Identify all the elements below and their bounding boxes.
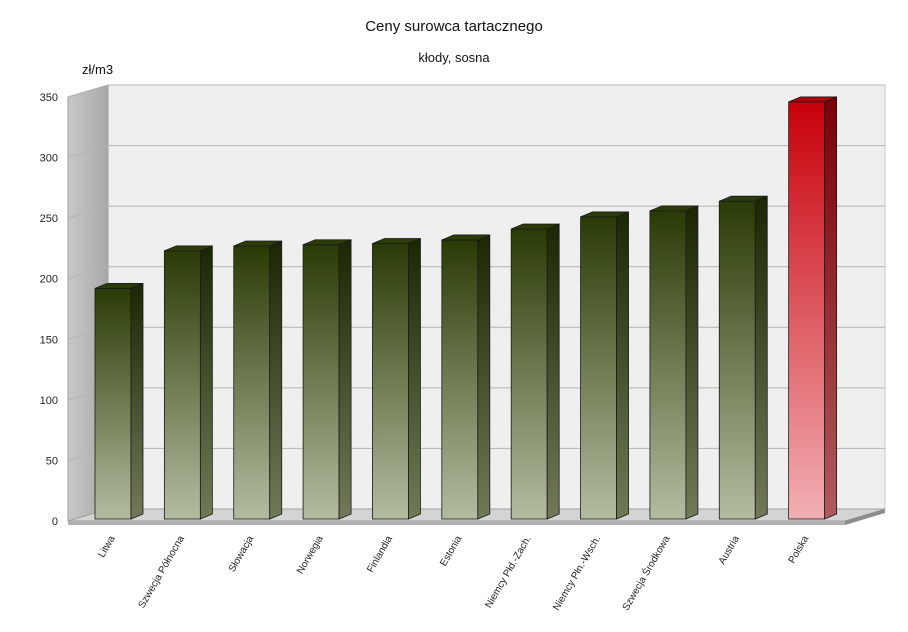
floor-edge: [68, 521, 845, 525]
bar-side: [338, 239, 352, 520]
bar-front: [580, 216, 617, 520]
chart-title: Ceny surowca tartacznego: [365, 18, 543, 35]
bar: [718, 195, 768, 520]
x-tick-label: Austria: [717, 534, 742, 567]
bar: [788, 96, 838, 520]
bar-side: [685, 205, 699, 520]
y-tick-label: 350: [40, 92, 58, 104]
bar-front: [718, 200, 756, 520]
x-tick-label: Norwegia: [295, 534, 326, 576]
bar-side: [754, 195, 768, 520]
x-tick-label: Szwecja Północna: [137, 534, 188, 611]
bar-side: [269, 240, 283, 520]
bar: [649, 205, 699, 520]
gridline: [67, 145, 885, 159]
y-tick-label: 100: [40, 395, 58, 407]
bar-front: [302, 244, 340, 520]
bar-top: [580, 211, 629, 218]
y-axis-unit-label: zł/m3: [82, 62, 114, 77]
bar-top: [649, 205, 699, 212]
bars: [94, 96, 838, 520]
bar: [441, 234, 491, 520]
chart-subtitle: kłody, sosna: [418, 50, 490, 65]
bar: [302, 239, 352, 520]
bar-side: [616, 211, 629, 520]
bar-side: [408, 237, 421, 520]
y-tick-label: 250: [40, 213, 58, 225]
x-tick-label: Słowacja: [227, 534, 257, 575]
bar-front: [649, 210, 687, 520]
y-tick-label: 0: [52, 516, 58, 528]
bar-front: [788, 101, 826, 520]
bar-top: [788, 96, 837, 103]
y-tick-label: 300: [40, 153, 58, 165]
bar-front: [372, 243, 409, 520]
bar-side: [546, 223, 560, 520]
bar-top: [233, 240, 282, 247]
bar-top: [94, 283, 144, 289]
gridline: [67, 84, 885, 98]
bar: [372, 237, 421, 520]
x-tick-label: Finlandia: [365, 534, 395, 575]
x-tick-label: Polska: [787, 534, 812, 566]
y-tick-label: 200: [40, 274, 58, 286]
bar: [580, 211, 629, 520]
bar-side: [199, 245, 213, 520]
bar-front: [510, 228, 548, 520]
bar-front: [163, 250, 201, 520]
bar-top: [719, 195, 768, 202]
back-wall: [107, 84, 886, 510]
bar-side: [130, 282, 144, 520]
bar: [94, 282, 144, 520]
bar-top: [511, 223, 560, 230]
gridline: [67, 205, 885, 219]
bar-front: [94, 288, 132, 520]
y-tick-label: 50: [46, 455, 58, 467]
x-tick-label: Estonia: [438, 534, 464, 569]
bar: [163, 245, 213, 520]
x-tick-label: Niemcy Płd.-Zach.: [483, 534, 533, 610]
bar-top: [441, 234, 490, 241]
x-tick-label: Litwa: [96, 534, 117, 560]
x-tick-label: Niemcy Płn.-Wsch.: [551, 534, 603, 613]
x-tick-label: Szwecja Środkowa: [619, 533, 673, 613]
y-tick-label: 150: [40, 334, 58, 346]
bar-side: [477, 234, 491, 520]
bar-top: [302, 239, 352, 246]
floor-edge-right: [845, 509, 885, 525]
bar-top: [164, 245, 213, 252]
bar: [510, 223, 560, 520]
bar-side: [824, 96, 838, 520]
bar-front: [441, 239, 479, 520]
bar-front: [233, 245, 271, 520]
y-axis: 0 50 100 150 200 250 300 350: [40, 92, 58, 528]
bar: [233, 240, 283, 520]
bar-top: [372, 238, 421, 244]
x-axis: Litwa Szwecja Północna Słowacja Norwegia Fin…: [96, 533, 811, 613]
